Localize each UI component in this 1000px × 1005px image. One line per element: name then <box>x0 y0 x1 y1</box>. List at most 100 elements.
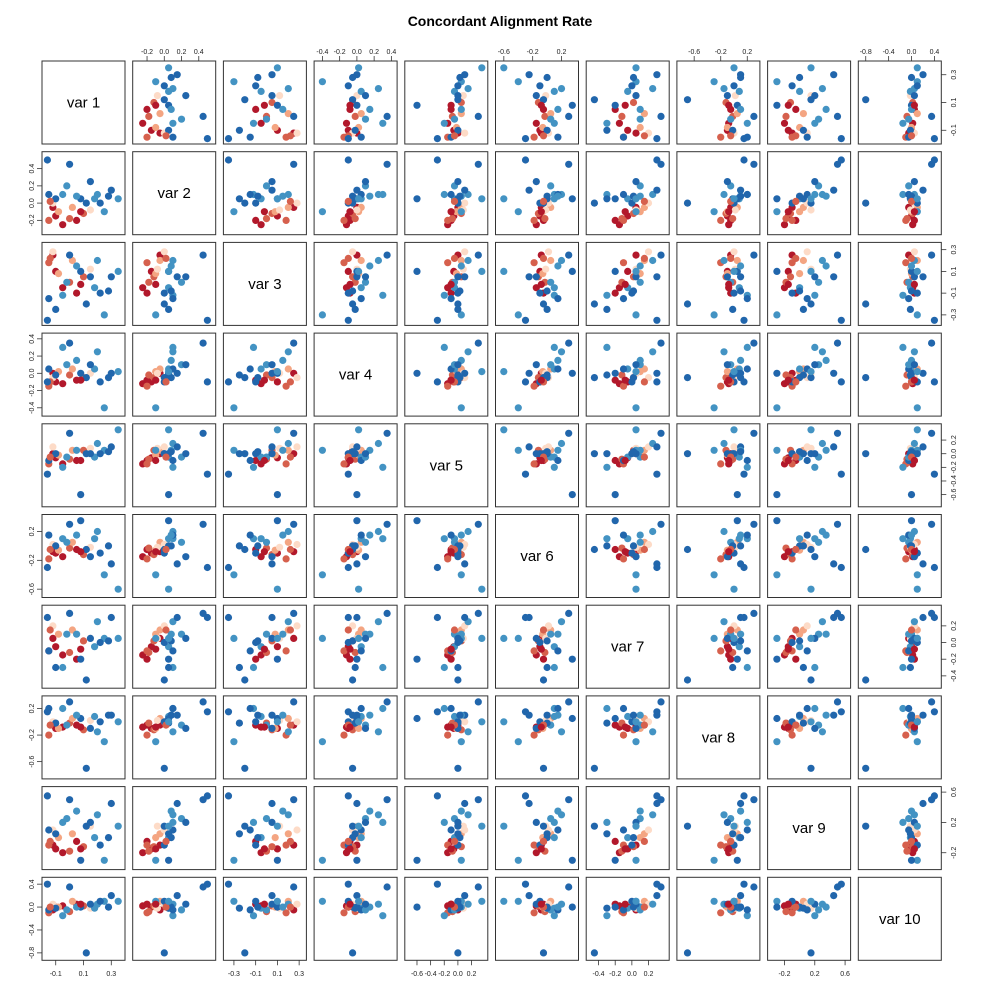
point-8-7-24 <box>603 719 611 727</box>
point-1-6-30 <box>521 135 530 143</box>
point-3-7-19 <box>590 300 599 308</box>
point-5-4-16 <box>353 443 361 451</box>
point-8-2-17 <box>169 704 177 713</box>
point-3-8-15 <box>710 311 718 319</box>
point-4-3-28 <box>260 376 268 384</box>
point-4-10-16 <box>919 369 927 377</box>
point-4-1-25 <box>86 361 94 369</box>
point-9-5-11 <box>459 822 467 830</box>
point-10-1-24 <box>52 904 60 912</box>
panel-10-10 <box>857 876 942 961</box>
panel-5-3 <box>222 423 307 508</box>
point-7-2-30 <box>203 613 211 622</box>
point-1-5-24 <box>454 126 462 134</box>
tick-label: 0.1 <box>273 971 283 978</box>
point-8-7-20 <box>611 714 619 723</box>
point-9-4-29 <box>355 822 363 830</box>
point-10-9-6 <box>788 909 796 917</box>
point-8-1-19 <box>82 764 90 772</box>
point-9-4-27 <box>344 837 352 846</box>
point-10-5-13 <box>464 900 472 908</box>
point-9-10-27 <box>907 837 916 846</box>
point-3-6-6 <box>530 259 538 267</box>
point-8-6-26 <box>543 711 551 719</box>
point-3-2-19 <box>160 300 168 308</box>
point-9-1-28 <box>77 845 85 853</box>
point-5-4-26 <box>349 448 357 456</box>
point-6-10-16 <box>919 560 927 568</box>
point-2-6-21 <box>547 182 555 190</box>
point-1-9-15 <box>773 78 781 86</box>
point-4-3-19 <box>241 374 249 382</box>
point-9-1-15 <box>100 856 108 864</box>
point-8-4-17 <box>357 704 365 713</box>
tick-label: 0.0 <box>29 198 36 208</box>
point-4-2-28 <box>152 376 160 384</box>
point-2-1-11 <box>86 206 94 214</box>
point-1-6-23 <box>554 105 562 113</box>
diagonal-label-5: var 5 <box>430 457 463 474</box>
point-1-3-24 <box>235 126 243 134</box>
point-1-4-14 <box>379 119 387 127</box>
point-3-9-8 <box>796 270 804 278</box>
point-4-7-17 <box>619 365 628 373</box>
point-2-10-14 <box>899 190 907 199</box>
point-10-9-29 <box>807 897 815 905</box>
point-3-5-19 <box>454 300 462 308</box>
point-3-8-17 <box>743 295 751 303</box>
point-3-8-19 <box>683 300 692 308</box>
point-2-3-26 <box>254 192 262 200</box>
point-8-7-26 <box>629 711 638 719</box>
point-2-5-27 <box>450 197 459 205</box>
point-3-6-30 <box>521 316 530 324</box>
point-1-6-19 <box>539 96 548 104</box>
point-2-1-9 <box>68 203 76 211</box>
point-10-9-30 <box>837 880 845 888</box>
point-1-2-13 <box>169 85 177 93</box>
point-4-5-18 <box>474 339 482 347</box>
point-9-5-28 <box>447 845 455 853</box>
point-1-9-7 <box>782 112 790 120</box>
panel-2-2 <box>132 151 217 236</box>
point-3-8-26 <box>737 287 745 295</box>
point-4-9-28 <box>784 376 792 384</box>
point-8-9-30 <box>837 708 845 716</box>
point-3-1-22 <box>96 289 104 297</box>
point-4-3-27 <box>286 378 294 386</box>
point-3-2-26 <box>167 287 175 295</box>
point-7-4-18 <box>383 609 391 618</box>
point-9-8-27 <box>727 837 735 846</box>
point-7-2-15 <box>152 634 160 643</box>
point-7-8-12 <box>735 643 743 651</box>
point-4-6-30 <box>521 378 530 386</box>
point-2-4-27 <box>344 197 352 205</box>
point-6-10-19 <box>862 545 870 554</box>
point-8-4-23 <box>366 711 374 719</box>
point-10-2-7 <box>145 908 153 916</box>
point-7-4-16 <box>353 613 361 622</box>
point-8-7-13 <box>649 728 657 736</box>
point-8-6-17 <box>554 704 562 713</box>
point-10-3-23 <box>279 903 287 911</box>
point-3-8-18 <box>750 251 758 259</box>
point-9-3-10 <box>293 826 301 834</box>
point-3-10-23 <box>907 262 916 270</box>
point-10-9-16 <box>830 892 838 900</box>
point-1-6-6 <box>530 133 538 141</box>
point-7-4-14 <box>379 663 387 672</box>
point-4-1-26 <box>104 374 113 382</box>
point-10-3-6 <box>282 909 290 917</box>
point-10-9-27 <box>792 903 800 911</box>
point-1-6-18 <box>565 112 573 120</box>
point-7-1-13 <box>93 618 101 626</box>
point-1-5-29 <box>478 64 486 72</box>
point-3-7-16 <box>653 273 661 281</box>
point-3-9-30 <box>837 316 845 324</box>
point-6-7-19 <box>590 545 599 554</box>
point-8-1-30 <box>43 708 52 716</box>
point-4-10-28 <box>910 376 919 384</box>
point-7-3-23 <box>279 630 287 638</box>
point-1-4-3 <box>342 119 351 127</box>
point-3-4-18 <box>383 251 391 259</box>
point-6-2-23 <box>167 531 175 539</box>
